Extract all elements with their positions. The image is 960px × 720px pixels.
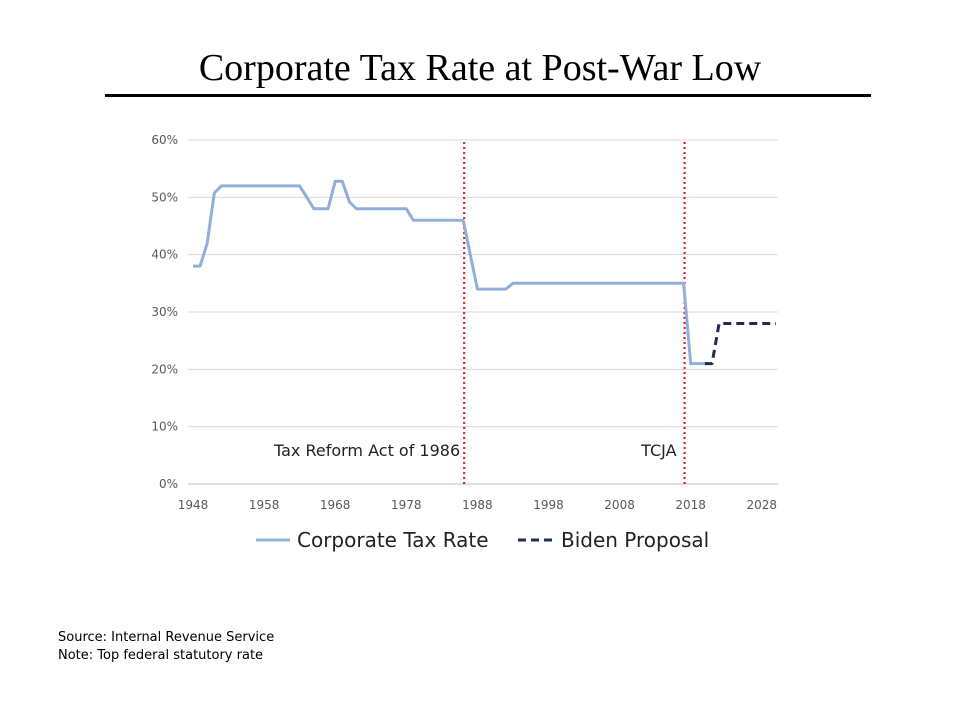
y-tick-label: 50% bbox=[151, 190, 178, 204]
source-note: Source: Internal Revenue Service bbox=[58, 630, 275, 645]
x-tick-label: 1958 bbox=[249, 498, 280, 512]
series-line-corporate-tax-rate bbox=[193, 179, 705, 366]
annotation-label: TCJA bbox=[640, 441, 676, 460]
rate-note: Note: Top federal statutory rate bbox=[58, 648, 264, 663]
x-tick-label: 1948 bbox=[178, 498, 209, 512]
x-tick-label: 1998 bbox=[533, 498, 564, 512]
y-tick-label: 60% bbox=[151, 133, 178, 147]
slide-title: Corporate Tax Rate at Post-War Low bbox=[198, 47, 762, 89]
y-tick-label: 0% bbox=[159, 477, 178, 491]
x-tick-label: 2018 bbox=[675, 498, 706, 512]
series-line-biden-proposal bbox=[704, 322, 776, 366]
y-tick-label: 10% bbox=[151, 420, 178, 434]
y-tick-label: 30% bbox=[151, 305, 178, 319]
y-tick-label: 20% bbox=[151, 362, 178, 376]
x-tick-label: 1968 bbox=[320, 498, 351, 512]
title-underline bbox=[105, 94, 871, 97]
annotation-label: Tax Reform Act of 1986 bbox=[273, 441, 460, 460]
y-tick-label: 40% bbox=[151, 248, 178, 262]
footnotes: Source: Internal Revenue Service Note: T… bbox=[58, 629, 274, 665]
x-tick-label: 1978 bbox=[391, 498, 422, 512]
legend-label: Corporate Tax Rate bbox=[297, 528, 489, 552]
x-tick-label: 1988 bbox=[462, 498, 493, 512]
legend-label: Biden Proposal bbox=[561, 528, 709, 552]
x-tick-label: 2008 bbox=[604, 498, 635, 512]
x-tick-label: 2028 bbox=[747, 498, 778, 512]
